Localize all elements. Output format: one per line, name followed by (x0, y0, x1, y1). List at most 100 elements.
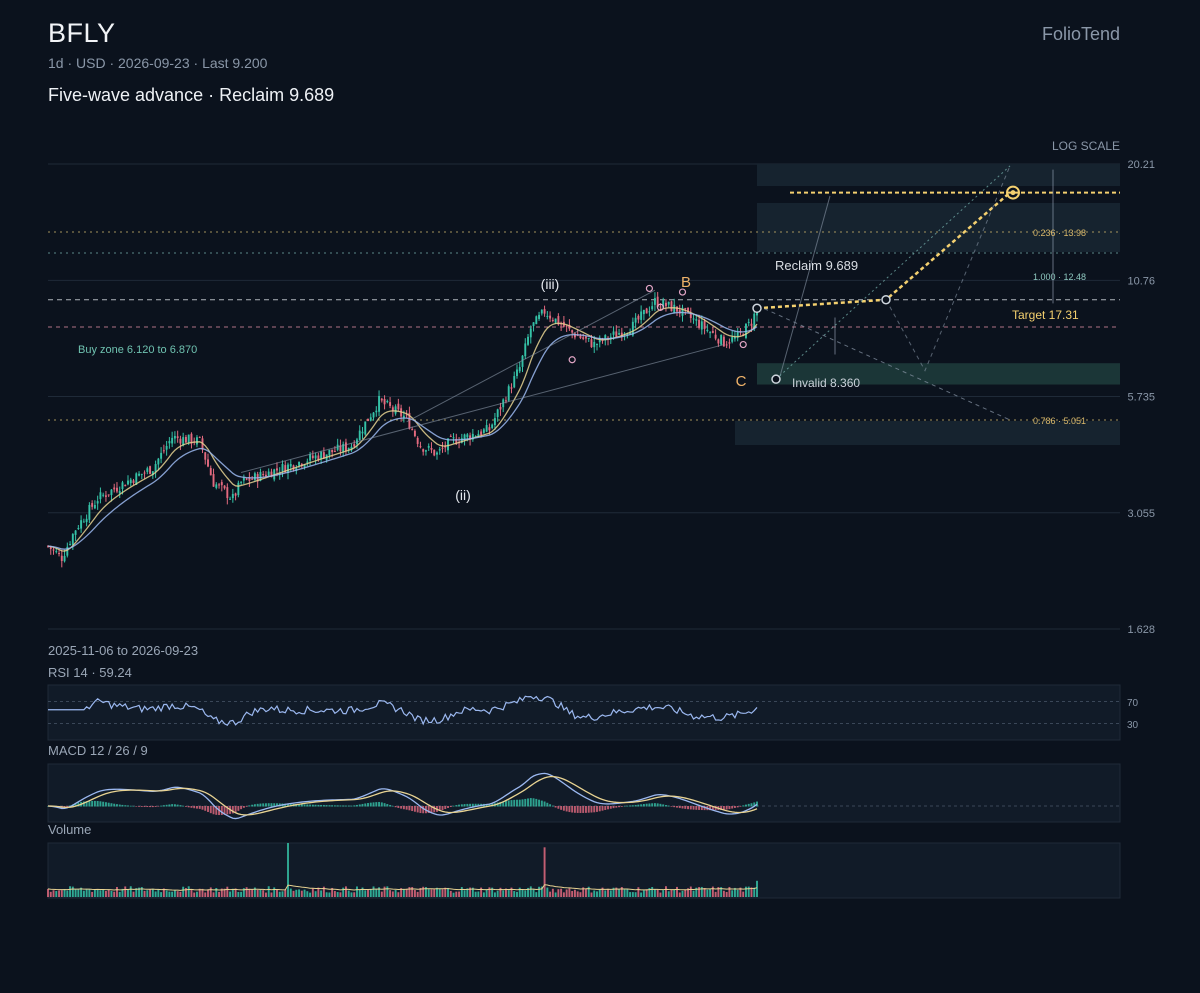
macd-bar (689, 806, 692, 810)
candle (609, 336, 612, 338)
macd-bar (193, 806, 196, 809)
volume-bar (289, 888, 292, 897)
candle (629, 332, 632, 335)
macd-bar (676, 806, 678, 808)
volume-bar (270, 892, 273, 897)
candle (441, 447, 444, 449)
volume-bar (485, 889, 488, 897)
candle (215, 484, 218, 488)
macd-bar (264, 803, 267, 807)
candle (231, 493, 234, 499)
volume-bar (733, 887, 736, 897)
volume-bar (438, 888, 441, 897)
candle (212, 474, 215, 487)
macd-bar (731, 806, 734, 809)
volume-bar (85, 888, 88, 897)
candle (132, 480, 135, 483)
candle (568, 324, 571, 329)
candle (444, 446, 447, 448)
macd-bar (336, 805, 339, 807)
macd-bar (433, 806, 436, 813)
macd-bar (722, 806, 725, 810)
macd-bar (311, 804, 314, 807)
macd-bar (673, 806, 676, 808)
macd-bar (463, 804, 466, 807)
volume-bar (651, 887, 654, 897)
volume-bar (386, 886, 389, 897)
volume-bar (659, 892, 662, 897)
candle (162, 450, 165, 452)
volume-bar (491, 887, 494, 897)
volume-bar (256, 889, 259, 897)
volume-bar (207, 889, 209, 897)
rsi-label: RSI 14 · 59.24 (48, 665, 132, 680)
macd-bar (88, 800, 91, 807)
volume-bar (215, 887, 218, 897)
macd-bar (615, 806, 618, 808)
macd-bar (306, 804, 309, 807)
volume-bar (400, 888, 403, 897)
candle (576, 335, 579, 337)
volume-bar (681, 890, 684, 897)
volume-bar (604, 890, 607, 897)
macd-bar (455, 805, 458, 807)
volume-bar (706, 889, 709, 897)
volume-bar (171, 891, 174, 897)
alt-path (756, 304, 1011, 421)
volume-bar (695, 887, 698, 897)
candle (107, 494, 110, 496)
path-node (881, 294, 891, 305)
macd-line (47, 772, 758, 820)
macd-bar (320, 804, 323, 807)
volume-bar (601, 887, 604, 897)
volume-bar (582, 887, 585, 897)
macd-bar (598, 806, 601, 812)
candle (551, 319, 554, 321)
volume-bar (466, 888, 469, 897)
macd-bar (383, 803, 386, 807)
volume-bar (416, 891, 419, 897)
macd-bar (314, 804, 317, 807)
candle (138, 473, 141, 476)
path-node (771, 374, 781, 384)
volume-bar (350, 892, 353, 897)
macd-bar (518, 799, 521, 807)
macd-bar (99, 801, 102, 807)
candle (58, 553, 60, 555)
candle (209, 468, 212, 476)
volume-bar (273, 887, 276, 897)
fib-0786-label: 0.786 · 5.051 (1033, 416, 1086, 426)
candle (292, 465, 295, 470)
candle (179, 438, 182, 444)
volume-bar (684, 889, 687, 897)
macd-bar (554, 806, 557, 808)
macd-bar (631, 805, 634, 807)
volume-bar (93, 889, 96, 897)
macd-bar (273, 803, 276, 807)
macd-bar (747, 803, 750, 807)
macd-bar (146, 806, 149, 808)
candle (298, 461, 301, 466)
candle (331, 449, 334, 453)
macd-bar (303, 804, 306, 807)
volume-bar (739, 887, 742, 897)
candle (52, 549, 55, 551)
volume-bar (231, 888, 234, 897)
volume-bar (469, 887, 472, 897)
volume-bar (378, 887, 381, 897)
macd-bar (342, 805, 345, 807)
volume-bar (69, 886, 72, 897)
macd-bar (93, 800, 96, 807)
macd-bar (576, 806, 579, 813)
volume-bar (391, 891, 394, 897)
macd-bar (659, 803, 662, 807)
volume-bar (673, 889, 676, 897)
ticker-symbol: BFLY (48, 18, 116, 48)
candle (540, 309, 543, 314)
candle (344, 442, 347, 451)
volume-bar (143, 890, 146, 897)
volume-bar (637, 887, 640, 897)
macd-bar (670, 806, 673, 807)
macd-bar (226, 806, 229, 815)
macd-bar (532, 798, 535, 807)
